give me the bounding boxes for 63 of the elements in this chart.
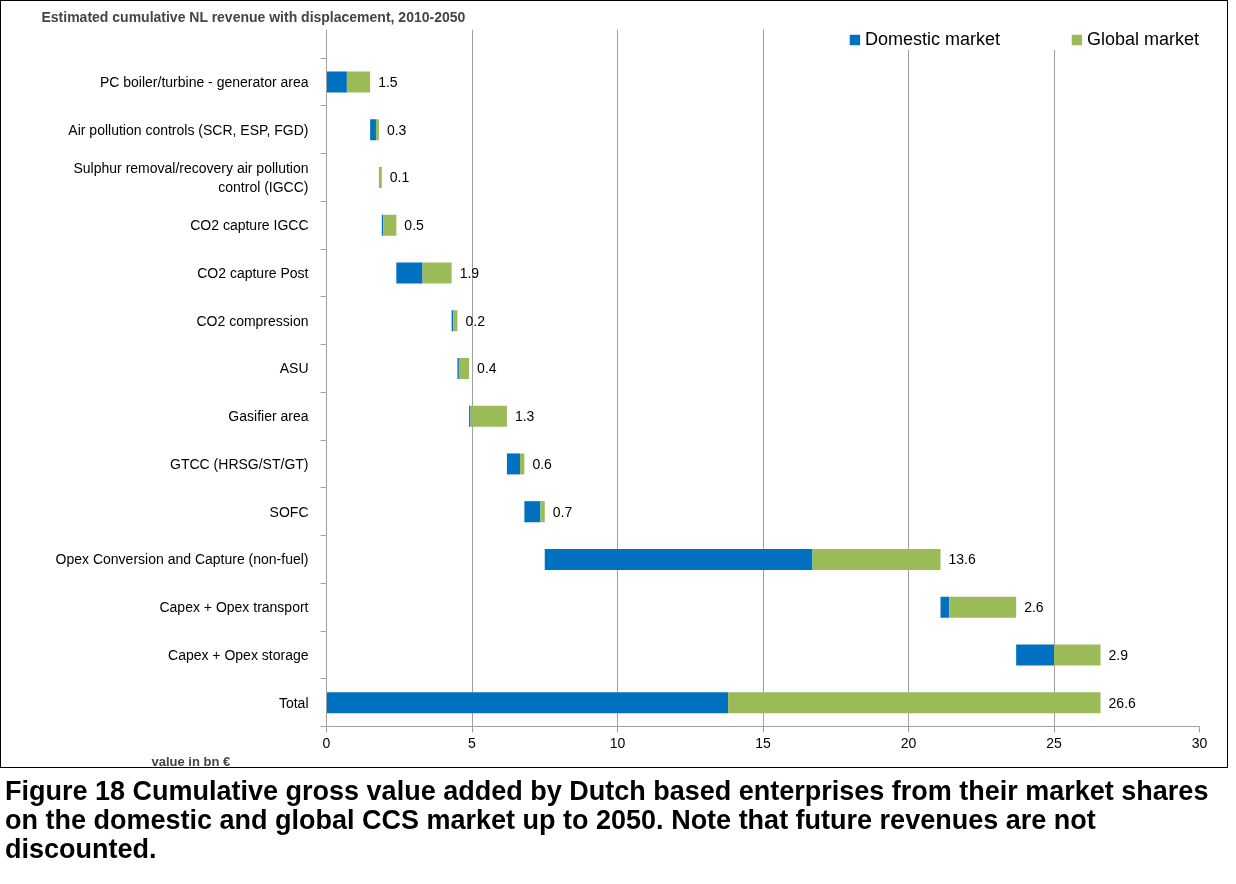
y-tick-label: Air pollution controls (SCR, ESP, FGD) [68,121,309,138]
y-tick-label: PC boiler/turbine - generator area [99,74,309,91]
y-tick-label: CO2 capture Post [197,264,309,281]
total-label: 1.5 [378,74,398,91]
x-tick-label: 20 [900,734,917,751]
bar [1054,644,1101,666]
bar [506,453,521,475]
bar [396,262,423,284]
bar [378,166,382,188]
bar [370,119,376,141]
x-tick-label: 15 [755,734,771,751]
total-label: 0.6 [532,455,553,472]
y-tick-label: ASU [279,360,309,377]
total-label: 26.6 [1108,694,1137,711]
bar [524,501,541,523]
bar [458,357,470,379]
bar [1016,644,1054,666]
total-label: 1.3 [514,408,535,425]
bar [812,548,941,570]
bar [544,548,813,570]
total-label: 1.9 [459,264,480,281]
total-label: 0.4 [477,360,497,377]
bar [383,214,397,236]
x-tick-label: 30 [1191,734,1208,751]
y-tick-label: SOFC [269,503,309,520]
bar [453,310,458,332]
y-tick-label: CO2 compression [196,312,309,329]
x-tick-label: 25 [1046,734,1062,751]
bar [326,692,729,714]
total-label: 0.2 [465,312,486,329]
total-label: 0.5 [404,217,425,234]
x-tick-label: 5 [468,734,477,751]
y-tick-label: Gasifier area [228,408,309,425]
total-label: 0.7 [552,503,573,520]
legend-label: Global market [1086,29,1199,50]
bar [940,596,950,618]
y-tick-label: Opex Conversion and Capture (non-fuel) [55,551,309,568]
bar [949,596,1017,618]
x-tick-label: 0 [322,734,331,751]
bar [520,453,525,475]
chart-title: Estimated cumulative NL revenue with displacement, 2010-2050 [41,8,466,25]
bar [540,501,545,523]
total-label: 0.3 [386,121,407,138]
total-label: 13.6 [948,551,976,568]
bar [326,71,347,93]
total-label: 0.1 [389,169,410,186]
y-tick-label: Total [278,694,309,711]
bar [346,71,371,93]
y-tick-label: GTCC (HRSG/ST/GT) [170,455,309,472]
total-label: 2.9 [1108,646,1129,663]
y-tick-label: Capex + Opex transport [159,599,309,616]
x-tick-label: 10 [609,734,626,751]
caption: Figure 18 Cumulative gross value added by Dutch based enterprises from their market shares on the domestic and global CCS market up to 2050. Note that future revenues are not discounted. [5,776,1210,864]
y-tick-label: Capex + Opex storage [168,646,309,663]
total-label: 2.6 [1024,599,1044,616]
x-axis-title: value in bn € [151,753,231,769]
bar [728,692,1101,714]
y-tick-label: CO2 capture IGCC [190,217,309,234]
bar [375,119,379,141]
legend-label: Domestic market [864,29,1000,50]
bar [422,262,452,284]
bar [470,405,507,427]
y-tick-label: Sulphur removal/recovery air pollution control (IGCC) [73,159,309,196]
